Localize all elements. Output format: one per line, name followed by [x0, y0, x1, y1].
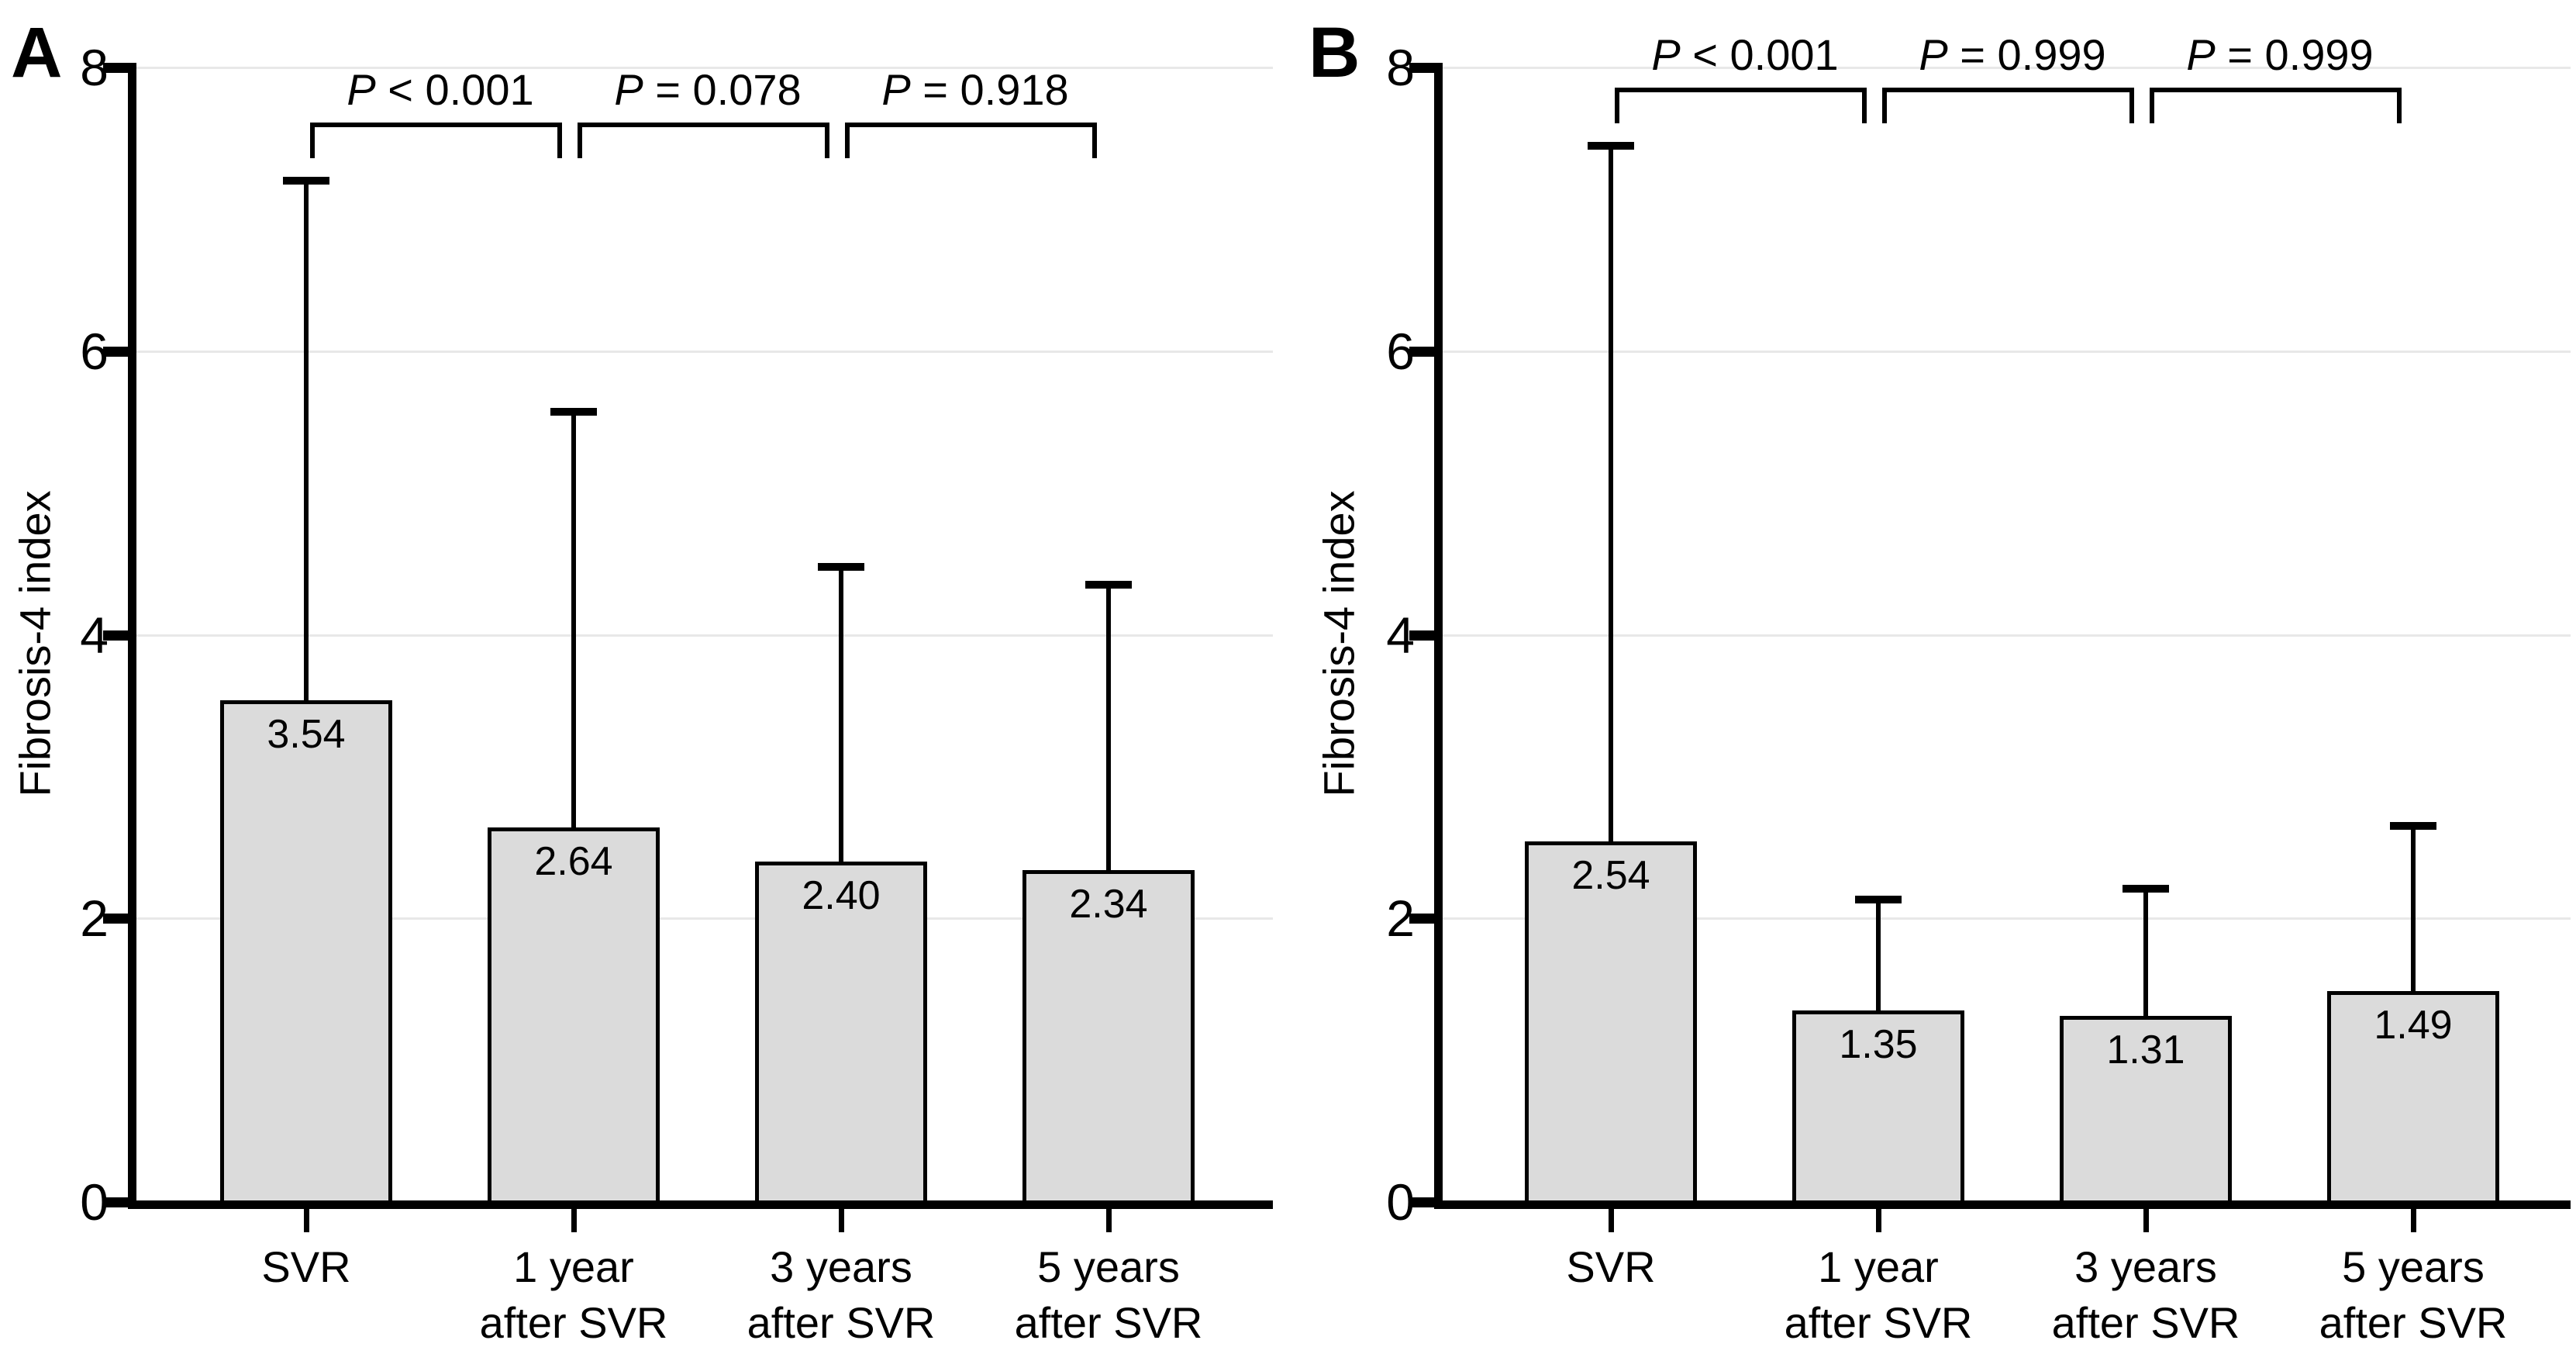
significance-bracket — [1882, 88, 2134, 123]
gridline-6 — [1443, 351, 2571, 353]
error-bar-cap — [818, 563, 864, 571]
error-bar — [1609, 146, 1613, 847]
x-axis-line — [1434, 1200, 2571, 1209]
x-category-label: SVR — [261, 1242, 351, 1291]
x-category-label: SVR — [1566, 1242, 1656, 1291]
error-bar-cap — [1588, 142, 1634, 150]
y-tick-mark — [1409, 630, 1440, 641]
y-tick-mark — [103, 347, 134, 357]
gridline-4 — [136, 634, 1273, 637]
bar — [1792, 1010, 1964, 1204]
y-tick-label: 0 — [1386, 1173, 1415, 1231]
x-tick-mark — [304, 1209, 309, 1232]
bar-value-label: 3.54 — [267, 712, 346, 757]
bar-value-label: 2.40 — [802, 873, 881, 918]
x-category-label: 1 year after SVR — [1784, 1242, 1973, 1347]
y-tick-label: 0 — [80, 1173, 109, 1231]
error-bar-cap — [2390, 822, 2436, 830]
y-tick-mark — [103, 63, 134, 73]
x-tick-mark — [2411, 1209, 2416, 1232]
y-tick-mark — [103, 914, 134, 924]
bar-value-label: 1.35 — [1839, 1022, 1918, 1067]
p-value-label: P = 0.918 — [881, 65, 1069, 114]
x-axis-line — [128, 1200, 1273, 1209]
bar-value-label: 1.31 — [2106, 1028, 2185, 1072]
error-bar — [2143, 889, 2148, 1021]
bar — [488, 827, 660, 1204]
p-symbol: P — [614, 65, 643, 114]
p-value-label: P < 0.001 — [347, 65, 534, 114]
x-tick-mark — [571, 1209, 577, 1232]
y-tick-mark — [103, 1197, 134, 1207]
error-bar-cap — [550, 408, 597, 416]
p-value-label: P = 0.999 — [2186, 30, 2374, 79]
bar — [755, 862, 927, 1204]
gridline-8 — [1443, 67, 2571, 69]
x-category-label: 1 year after SVR — [479, 1242, 668, 1347]
x-tick-mark — [1876, 1209, 1881, 1232]
bar-value-label: 2.34 — [1069, 882, 1148, 927]
significance-bracket — [2150, 88, 2402, 123]
x-category-label: 5 years after SVR — [2319, 1242, 2508, 1347]
y-tick-label: 2 — [80, 889, 109, 947]
panel-b-letter: B — [1309, 13, 1360, 92]
bar — [220, 700, 392, 1204]
p-value-label: P = 0.999 — [1919, 30, 2106, 79]
p-value-label: P = 0.078 — [614, 65, 802, 114]
bar-value-label: 2.54 — [1571, 853, 1650, 898]
gridline-6 — [136, 351, 1273, 353]
x-category-label: 3 years after SVR — [2051, 1242, 2240, 1347]
p-value-label: P < 0.001 — [1651, 30, 1839, 79]
x-category-label: 5 years after SVR — [1014, 1242, 1203, 1347]
gridline-2 — [1443, 917, 2571, 920]
y-tick-label: 4 — [1386, 606, 1415, 664]
y-tick-mark — [1409, 347, 1440, 357]
bar — [1022, 870, 1195, 1204]
p-symbol: P — [347, 65, 376, 114]
error-bar — [304, 181, 309, 704]
y-tick-mark — [1409, 63, 1440, 73]
significance-bracket — [310, 123, 562, 158]
error-bar — [839, 567, 843, 866]
panel-a-letter: A — [11, 13, 63, 92]
error-bar-cap — [283, 177, 329, 185]
gridline-8 — [136, 67, 1273, 69]
y-tick-mark — [103, 630, 134, 641]
x-tick-mark — [839, 1209, 844, 1232]
x-tick-mark — [2143, 1209, 2149, 1232]
y-tick-mark — [1409, 1197, 1440, 1207]
y-tick-label: 8 — [1386, 39, 1415, 96]
gridline-4 — [1443, 634, 2571, 637]
significance-bracket — [578, 123, 829, 158]
gridline-2 — [136, 917, 1273, 920]
y-tick-mark — [1409, 914, 1440, 924]
error-bar-cap — [1085, 581, 1132, 589]
y-tick-label: 6 — [1386, 323, 1415, 380]
y-tick-label: 4 — [80, 606, 109, 664]
error-bar — [1876, 900, 1881, 1015]
y-tick-label: 8 — [80, 39, 109, 96]
significance-bracket — [1615, 88, 1867, 123]
error-bar — [571, 412, 576, 832]
error-bar — [2411, 826, 2416, 995]
error-bar — [1106, 585, 1111, 875]
error-bar-cap — [1855, 896, 1902, 903]
p-symbol: P — [1919, 30, 1948, 79]
y-tick-label: 6 — [80, 323, 109, 380]
x-tick-mark — [1609, 1209, 1614, 1232]
x-tick-mark — [1106, 1209, 1112, 1232]
p-symbol: P — [1651, 30, 1681, 79]
error-bar-cap — [2123, 885, 2169, 893]
y-tick-label: 2 — [1386, 889, 1415, 947]
significance-bracket — [845, 123, 1097, 158]
p-symbol: P — [2186, 30, 2216, 79]
x-category-label: 3 years after SVR — [747, 1242, 936, 1347]
bar-value-label: 1.49 — [2374, 1003, 2453, 1048]
p-symbol: P — [881, 65, 911, 114]
bar-value-label: 2.64 — [534, 839, 613, 884]
